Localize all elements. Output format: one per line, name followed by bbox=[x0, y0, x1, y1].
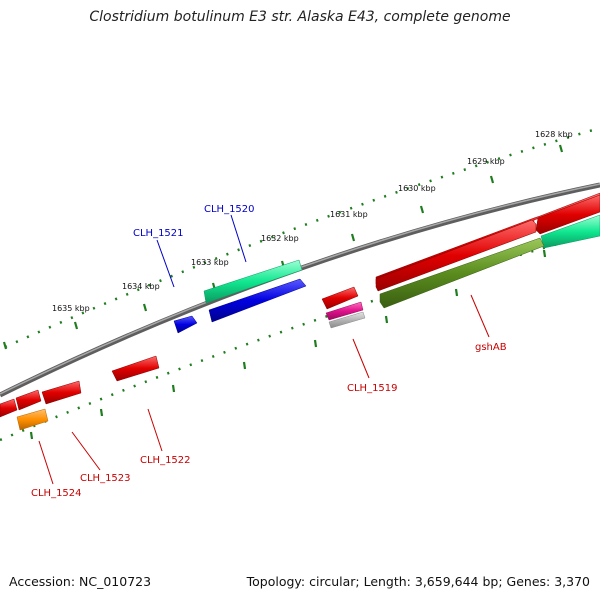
kbp-label: 1629 kbp bbox=[467, 157, 505, 166]
cds-red-left-edge bbox=[0, 398, 18, 418]
kbp-label: 1630 kbp bbox=[398, 184, 436, 193]
kbp-label: 1628 kbp bbox=[535, 130, 573, 139]
cds-blue-large bbox=[208, 278, 307, 323]
gene-labels: CLH_1520 CLH_1521 CLH_1519 gshAB CLH_152… bbox=[31, 204, 507, 499]
outer-scale-ring bbox=[2, 126, 600, 350]
tick-1631 bbox=[350, 233, 356, 242]
gene-label-clh1519: CLH_1519 bbox=[347, 383, 398, 394]
genome-summary-text: Topology: circular; Length: 3,659,644 bp… bbox=[246, 574, 590, 589]
gene-label-clh1520: CLH_1520 bbox=[204, 204, 255, 215]
cds-features bbox=[0, 192, 600, 431]
kbp-label: 1633 kbp bbox=[191, 258, 229, 267]
tick-1629 bbox=[489, 175, 495, 184]
gene-label-clh1524: CLH_1524 bbox=[31, 488, 82, 499]
tick-1630 bbox=[419, 205, 425, 214]
cds-red-clh1522 bbox=[111, 355, 160, 382]
cds-red-left-edge-b bbox=[15, 389, 42, 411]
cds-magenta bbox=[325, 301, 364, 321]
inner-scale-ring bbox=[0, 230, 600, 442]
cds-red-forward-a bbox=[375, 219, 537, 292]
cds-grey bbox=[328, 311, 366, 329]
tick-1634 bbox=[142, 303, 148, 312]
cds-green-clh1520 bbox=[203, 259, 303, 304]
label-leaders bbox=[38, 214, 490, 485]
kbp-label: 1632 kbp bbox=[261, 234, 299, 243]
cds-blue-clh1521 bbox=[173, 315, 198, 334]
kbp-label: 1631 kbp bbox=[330, 210, 368, 219]
cds-olive-gshab bbox=[379, 237, 545, 309]
kbp-label: 1634 kbp bbox=[122, 282, 160, 291]
cds-red-forward-b bbox=[535, 194, 600, 235]
gene-label-gshab: gshAB bbox=[475, 342, 507, 353]
accession-text: Accession: NC_010723 bbox=[9, 574, 152, 589]
gene-label-clh1523: CLH_1523 bbox=[80, 473, 131, 484]
map-title: Clostridium botulinum E3 str. Alaska E43… bbox=[89, 9, 511, 25]
gene-label-clh1522: CLH_1522 bbox=[140, 455, 191, 466]
gene-label-clh1521: CLH_1521 bbox=[133, 228, 184, 239]
kbp-label: 1635 kbp bbox=[52, 304, 90, 313]
backbone bbox=[0, 182, 600, 398]
tick-1628 bbox=[558, 144, 564, 153]
cds-red-clh1519 bbox=[321, 286, 359, 310]
cds-red-clh1523 bbox=[41, 380, 82, 405]
cds-orange-clh1524 bbox=[16, 408, 49, 431]
tick-1635 bbox=[73, 321, 79, 330]
scale-labels: 1628 kbp 1629 kbp 1630 kbp 1631 kbp 1632… bbox=[52, 130, 573, 313]
